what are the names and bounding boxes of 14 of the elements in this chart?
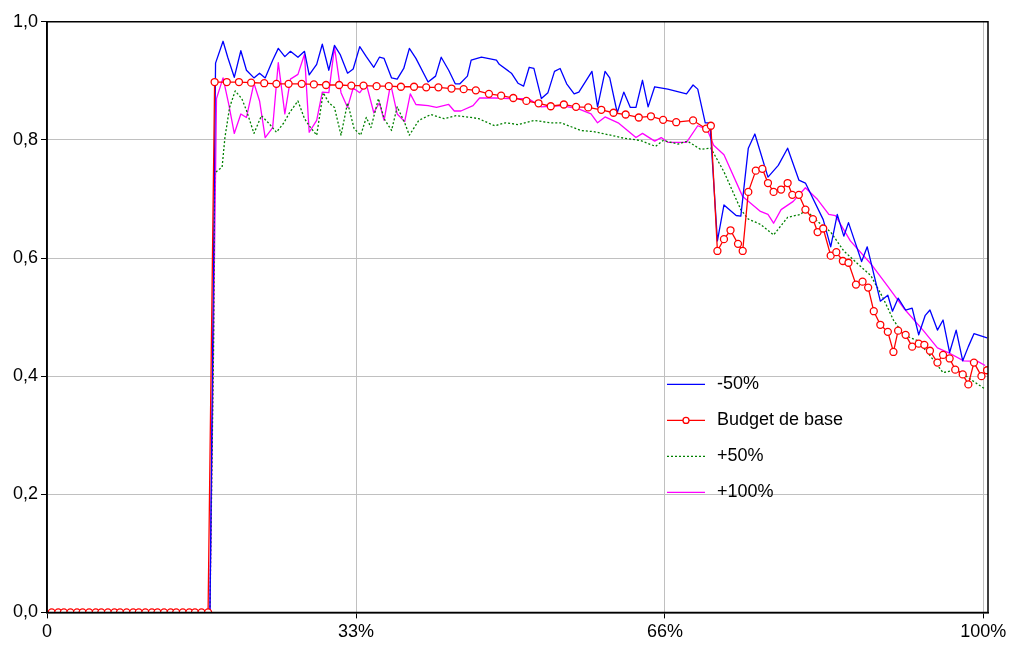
legend-label: +100% (717, 481, 774, 502)
y-tick-label: 0,4 (12, 365, 39, 386)
y-tick-label: 0,8 (12, 128, 39, 149)
y-tick-label: 0,2 (12, 483, 39, 504)
x-tick-label: 100% (960, 621, 1007, 642)
legend-label: +50% (717, 445, 764, 466)
x-tick-label: 66% (646, 621, 683, 642)
legend-label: Budget de base (717, 409, 844, 430)
y-tick-label: 0,6 (12, 247, 39, 268)
x-tick-label: 33% (337, 621, 375, 642)
y-tick-label: 0,0 (12, 601, 39, 622)
legend-label: -50% (717, 373, 760, 394)
x-tick-label: 0 (42, 621, 53, 642)
y-tick-label: 1,0 (12, 10, 39, 31)
